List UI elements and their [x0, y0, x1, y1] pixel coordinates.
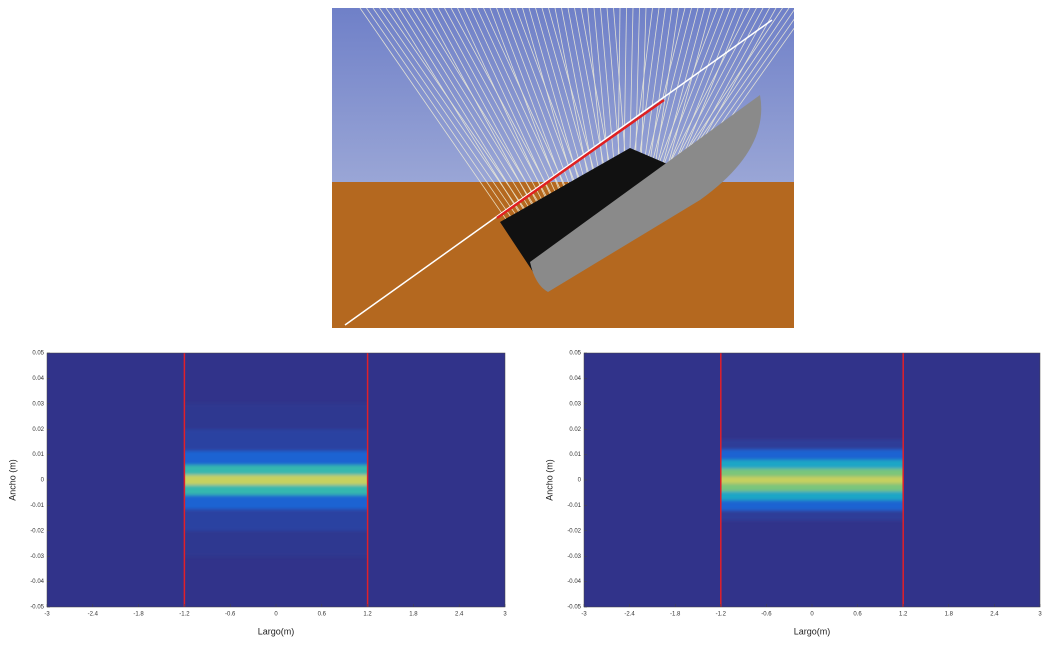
heatmap-cells	[184, 404, 367, 556]
heatmap-cell	[721, 476, 903, 484]
render-scene	[332, 8, 809, 328]
heatmap-cell	[184, 509, 367, 531]
heatmap-cell	[721, 469, 903, 477]
y-tick-label: 0.03	[32, 401, 44, 407]
x-tick-label: 0	[274, 612, 278, 618]
y-tick-label: 0.02	[32, 427, 44, 433]
figure: -3 -2.4 -1.8 -1.2 -0.6 0 0.6 1.2 1.8 2.4 3 -0.05 -0.…	[0, 0, 1043, 643]
x-tick-label: 3	[1038, 612, 1042, 618]
heatmap-cell	[184, 495, 367, 509]
y-tick-label: -0.02	[567, 528, 581, 534]
y-tick-label: 0.04	[569, 376, 581, 382]
y-tick-label: 0.01	[569, 452, 581, 458]
y-tick-label: 0.02	[569, 427, 581, 433]
x-tick-label: -1.8	[670, 612, 681, 618]
x-tick-label: 0	[810, 612, 814, 618]
x-tick-label: 1.8	[945, 612, 954, 618]
y-tick-label: -0.01	[30, 503, 44, 509]
heatmap-cell	[721, 510, 903, 520]
heatmap-cell	[721, 450, 903, 460]
x-tick-label: 2.4	[455, 612, 464, 618]
y-tick-label: 0	[41, 478, 45, 484]
x-axis-label: Largo(m)	[794, 626, 831, 636]
y-tick-label: -0.03	[567, 554, 581, 560]
heatmap-chart: -3 -2.4 -1.8 -1.2 -0.6 0 0.6 1.2 1.8 2.4 3 -0.05 -0.…	[544, 351, 1042, 637]
y-tick-label: -0.03	[30, 554, 44, 560]
x-tick-label: 1.2	[363, 612, 372, 618]
heatmap-cell	[721, 500, 903, 510]
x-tick-label: 0.6	[853, 612, 862, 618]
x-tick-label: -1.2	[716, 612, 727, 618]
heatmap-cell	[721, 491, 903, 500]
heatmap-cell	[184, 465, 367, 475]
heatmap-chart: -3 -2.4 -1.8 -1.2 -0.6 0 0.6 1.2 1.8 2.4 3 -0.05 -0.…	[7, 351, 507, 637]
x-tick-label: 1.8	[409, 612, 418, 618]
x-tick-label: 2.4	[990, 612, 999, 618]
x-tick-label: -1.8	[133, 612, 144, 618]
y-tick-label: 0	[578, 478, 582, 484]
x-tick-label: -2.4	[88, 612, 99, 618]
heatmap-cell	[721, 439, 903, 449]
y-axis-label: Ancho (m)	[544, 459, 554, 501]
y-tick-label: 0.01	[32, 452, 44, 458]
x-tick-label: -0.6	[225, 612, 236, 618]
x-tick-label: -3	[44, 612, 50, 618]
y-tick-label: -0.04	[30, 579, 44, 585]
x-tick-label: 3	[503, 612, 507, 618]
y-tick-label: 0.04	[32, 376, 44, 382]
y-axis-label: Ancho (m)	[7, 459, 17, 501]
heatmap-cell	[721, 484, 903, 492]
heatmap-cell	[184, 475, 367, 485]
x-tick-label: 0.6	[318, 612, 327, 618]
y-tick-label: -0.05	[30, 605, 44, 611]
y-tick-label: 0.03	[569, 401, 581, 407]
y-tick-label: -0.02	[30, 528, 44, 534]
y-tick-label: -0.04	[567, 579, 581, 585]
heatmap-cell	[184, 404, 367, 429]
heatmap-cell	[721, 460, 903, 469]
heatmap-cell	[184, 485, 367, 495]
x-tick-label: -3	[581, 612, 587, 618]
heatmap-cells	[721, 439, 903, 520]
y-tick-label: 0.05	[569, 351, 581, 357]
heatmap-cell	[184, 429, 367, 451]
heatmap-cell	[184, 451, 367, 465]
x-tick-label: 1.2	[899, 612, 908, 618]
y-tick-label: -0.05	[567, 605, 581, 611]
y-tick-label: 0.05	[32, 351, 44, 357]
x-tick-label: -0.6	[761, 612, 772, 618]
x-tick-label: -2.4	[624, 612, 635, 618]
x-tick-label: -1.2	[179, 612, 190, 618]
y-tick-label: -0.01	[567, 503, 581, 509]
heatmap-cell	[184, 531, 367, 556]
x-axis-label: Largo(m)	[258, 626, 295, 636]
